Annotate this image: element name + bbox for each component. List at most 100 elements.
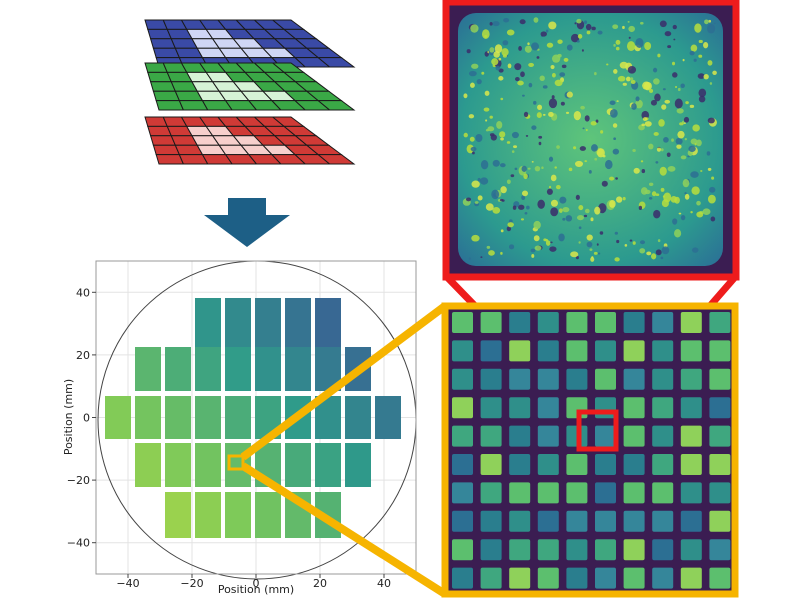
array-die xyxy=(537,397,559,419)
wafer-die xyxy=(285,298,311,352)
array-die xyxy=(566,539,588,561)
chip-speckle xyxy=(694,143,697,146)
chip-speckle xyxy=(481,29,490,39)
chip-speckle xyxy=(485,129,490,132)
chip-speckle xyxy=(657,239,661,243)
wafer-die xyxy=(255,492,281,538)
chip-speckle xyxy=(683,116,690,123)
array-die xyxy=(452,454,473,475)
chip-speckle xyxy=(684,193,690,200)
chip-speckle xyxy=(578,205,584,211)
red-layer-cell xyxy=(316,154,356,165)
array-die xyxy=(480,368,502,390)
array-die xyxy=(680,510,702,532)
chip-speckle xyxy=(706,151,711,156)
chip-speckle xyxy=(486,245,491,249)
wafer-die xyxy=(165,443,191,487)
chip-speckle xyxy=(657,53,661,58)
array-die xyxy=(480,425,502,447)
chip-speckle xyxy=(578,226,582,230)
chip-speckle xyxy=(555,184,561,190)
array-die xyxy=(595,567,616,589)
chip-speckle xyxy=(586,30,591,35)
chip-speckle xyxy=(596,148,605,158)
chip-speckle xyxy=(591,144,598,152)
chip-speckle xyxy=(491,58,499,66)
chip-speckle xyxy=(546,188,553,195)
chip-speckle xyxy=(648,196,653,200)
chip-speckles xyxy=(462,17,717,262)
array-die xyxy=(652,397,674,419)
chip-speckle xyxy=(651,253,657,260)
chip-speckle xyxy=(533,235,540,242)
chip-speckle xyxy=(481,71,485,75)
array-die xyxy=(537,482,559,504)
chip-speckle xyxy=(663,137,669,143)
chip-speckle xyxy=(559,196,567,204)
chip-speckle xyxy=(707,117,715,124)
chip-speckle xyxy=(494,44,503,54)
chip-speckle xyxy=(470,146,477,152)
array-die xyxy=(595,397,616,419)
chip-speckle xyxy=(586,241,593,248)
wafer-die xyxy=(195,492,221,538)
chip-speckle xyxy=(492,159,500,167)
chip-speckle xyxy=(511,150,515,154)
chip-speckle xyxy=(562,207,570,213)
chip-speckle xyxy=(651,191,657,197)
chip-speckle xyxy=(700,170,703,172)
chip-speckle xyxy=(568,167,573,172)
array-die xyxy=(709,425,731,447)
array-die xyxy=(509,510,531,532)
chip-speckle xyxy=(531,254,535,258)
chip-speckle xyxy=(521,165,527,172)
array-die xyxy=(452,340,473,362)
array-die xyxy=(509,425,531,447)
wafer-die xyxy=(255,347,281,391)
array-die xyxy=(537,368,559,390)
chip-speckle xyxy=(468,257,471,260)
chip-speckle xyxy=(550,241,553,244)
chip-speckle xyxy=(612,148,620,155)
chip-speckle xyxy=(622,82,627,86)
chip-speckle xyxy=(510,174,515,178)
chip-speckle xyxy=(483,107,490,112)
selected-die-marker xyxy=(227,454,245,471)
chip-speckle xyxy=(648,143,654,150)
chip-speckle xyxy=(533,100,537,105)
chip-speckle xyxy=(640,21,644,25)
chip-speckle xyxy=(667,166,676,172)
chip-speckle xyxy=(531,42,540,51)
chip-speckle xyxy=(684,138,687,141)
chip-speckle xyxy=(539,75,545,82)
chip-speckle xyxy=(463,93,468,99)
chip-speckle xyxy=(682,179,690,188)
x-tick-label: −20 xyxy=(180,577,203,590)
chip-speckle xyxy=(676,144,682,149)
chip-speckle xyxy=(491,189,500,200)
chip-speckle xyxy=(694,23,702,33)
chip-speckle xyxy=(597,30,603,35)
chip-speckle xyxy=(550,199,558,207)
chip-speckle xyxy=(655,193,660,196)
chip-speckle xyxy=(476,78,482,85)
chip-speckle xyxy=(691,186,700,195)
chip-speckle xyxy=(614,257,620,262)
chip-speckle xyxy=(654,93,661,102)
x-tick-label: 0 xyxy=(253,577,260,590)
chip-speckle xyxy=(659,20,667,28)
chip-speckle xyxy=(548,185,552,189)
chip-speckle xyxy=(512,205,517,210)
wafer-die xyxy=(135,443,161,487)
chip-speckle xyxy=(713,22,716,25)
chip-speckle xyxy=(614,231,619,235)
chip-speckle xyxy=(500,251,503,255)
array-die xyxy=(566,454,588,475)
chip-speckle xyxy=(664,31,672,37)
connector-mid-bottom xyxy=(240,462,448,598)
wafer-die xyxy=(195,347,221,391)
chip-speckle xyxy=(500,137,504,141)
chip-speckle xyxy=(641,169,646,174)
array-die xyxy=(566,312,588,333)
chip-speckle xyxy=(655,249,662,256)
